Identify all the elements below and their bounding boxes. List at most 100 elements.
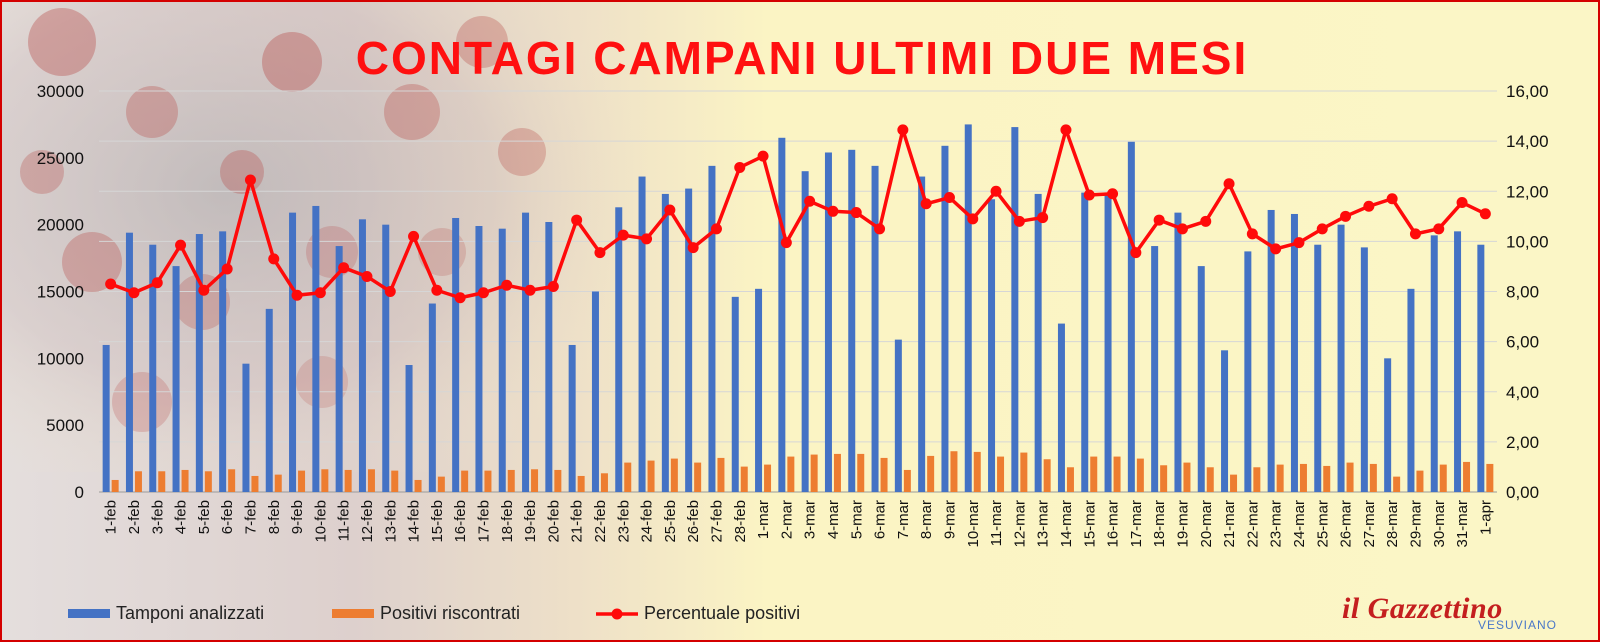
right-tick-label: 10,00	[1506, 232, 1549, 251]
right-tick-label: 6,00	[1506, 333, 1539, 352]
x-tick-label: 28-feb	[732, 500, 749, 543]
positivi-bar	[1113, 456, 1121, 492]
percentuale-point	[151, 277, 163, 289]
tamponi-bar	[1267, 209, 1275, 493]
gridlines	[99, 90, 1497, 493]
percentuale-point	[920, 198, 932, 210]
percentuale-point	[641, 233, 653, 245]
x-tick-label: 5-feb	[196, 500, 213, 534]
positivi-bar	[647, 460, 655, 492]
left-tick-label: 30000	[37, 82, 84, 101]
x-tick-label: 2-mar	[778, 500, 795, 539]
percentuale-point	[990, 185, 1002, 197]
legend-label-percentuale: Percentuale positivi	[644, 603, 800, 623]
x-tick-label: 16-mar	[1105, 500, 1122, 548]
tamponi-bar	[1104, 192, 1112, 492]
tamponi-bar	[102, 344, 110, 492]
positivi-bar	[787, 456, 795, 492]
tamponi-bar	[848, 149, 856, 492]
positivi-bar	[344, 469, 352, 492]
x-tick-label: 20-mar	[1198, 500, 1215, 548]
percentuale-point	[874, 223, 886, 235]
positivi-bar	[391, 470, 399, 492]
percentuale-point	[1386, 193, 1398, 205]
x-axis-labels: 1-feb 2-feb 3-feb 4-feb 5-feb 6-feb 7-feb 8-feb…	[103, 500, 1495, 548]
percentuale-point	[617, 229, 629, 241]
positivi-bar	[461, 470, 469, 492]
positivi-bar	[1393, 476, 1401, 492]
positivi-bar	[1463, 461, 1471, 492]
percentuale-point	[757, 150, 769, 162]
tamponi-bar	[1221, 350, 1229, 492]
tamponi-bar	[172, 266, 180, 492]
percentuale-point	[1176, 223, 1188, 235]
positivi-bar	[833, 453, 841, 492]
x-tick-label: 10-mar	[965, 500, 982, 548]
x-tick-label: 7-mar	[895, 500, 912, 539]
tamponi-bar	[382, 224, 390, 492]
tamponi-bar	[778, 137, 786, 493]
x-tick-label: 24-feb	[639, 500, 656, 543]
percentuale-point	[1433, 223, 1445, 235]
legend-label-positivi: Positivi riscontrati	[380, 603, 520, 623]
percentuale-point	[501, 279, 513, 291]
tamponi-bar	[1127, 141, 1135, 492]
tamponi-bar	[452, 217, 460, 492]
left-tick-label: 20000	[37, 216, 84, 235]
x-tick-label: 19-mar	[1174, 500, 1191, 548]
tamponi-bar	[708, 165, 716, 492]
x-tick-label: 2-feb	[126, 500, 143, 534]
positivi-bar	[1346, 462, 1354, 492]
percentuale-point	[1246, 228, 1258, 240]
x-tick-label: 17-feb	[475, 500, 492, 543]
left-tick-label: 15000	[37, 283, 84, 302]
percentuale-point	[431, 284, 443, 296]
positivi-bar	[1090, 456, 1098, 492]
percentuale-point	[1107, 188, 1119, 200]
percentuale-point	[244, 174, 256, 186]
tamponi-bar	[731, 296, 739, 492]
positivi-bar	[134, 471, 142, 492]
positivi-bar	[950, 451, 958, 492]
tamponi-bar	[964, 124, 972, 493]
tamponi-bar	[591, 291, 599, 492]
tamponi-bar	[1314, 244, 1322, 492]
legend-marker-percentuale	[611, 608, 623, 620]
percentuale-point	[1340, 210, 1352, 222]
percentuale-point	[1153, 214, 1165, 226]
x-tick-label: 1-feb	[103, 500, 120, 534]
percentuale-point	[1316, 223, 1328, 235]
tamponi-bar	[1151, 246, 1159, 492]
positivi-bar	[204, 471, 212, 492]
x-tick-label: 17-mar	[1128, 500, 1145, 548]
positivi-bar	[437, 476, 445, 492]
tamponi-bar	[988, 199, 996, 492]
positivi-bar	[1253, 467, 1261, 492]
x-tick-label: 15-feb	[429, 500, 446, 543]
positivi-bar	[694, 462, 702, 492]
positivi-bar	[857, 453, 865, 492]
percentuale-point	[734, 161, 746, 173]
positivi-bar	[1439, 464, 1447, 492]
left-tick-label: 5000	[46, 416, 84, 435]
tamponi-bar	[289, 212, 297, 493]
right-axis-ticks: 0,00 2,00 4,00 6,00 8,00 10,00 12,00 14,00 16,00	[1506, 82, 1549, 502]
percentuale-point	[1293, 237, 1305, 249]
tamponi-bar	[801, 171, 809, 492]
tamponi-bar	[219, 231, 227, 492]
percentuale-point	[967, 213, 979, 225]
x-tick-label: 12-mar	[1011, 500, 1028, 548]
x-tick-label: 24-mar	[1291, 500, 1308, 548]
percentuale-point	[1060, 124, 1072, 136]
positivi-bar	[367, 469, 375, 492]
chart-title: CONTAGI CAMPANI ULTIMI DUE MESI	[356, 32, 1249, 84]
positivi-bar	[880, 457, 888, 492]
tamponi-bar	[1081, 192, 1089, 492]
x-tick-label: 21-mar	[1221, 500, 1238, 548]
tamponi-bar	[1174, 212, 1182, 493]
positivi-bar	[507, 469, 515, 492]
positivi-bar	[111, 479, 119, 492]
right-tick-label: 8,00	[1506, 283, 1539, 302]
right-tick-label: 16,00	[1506, 82, 1549, 101]
